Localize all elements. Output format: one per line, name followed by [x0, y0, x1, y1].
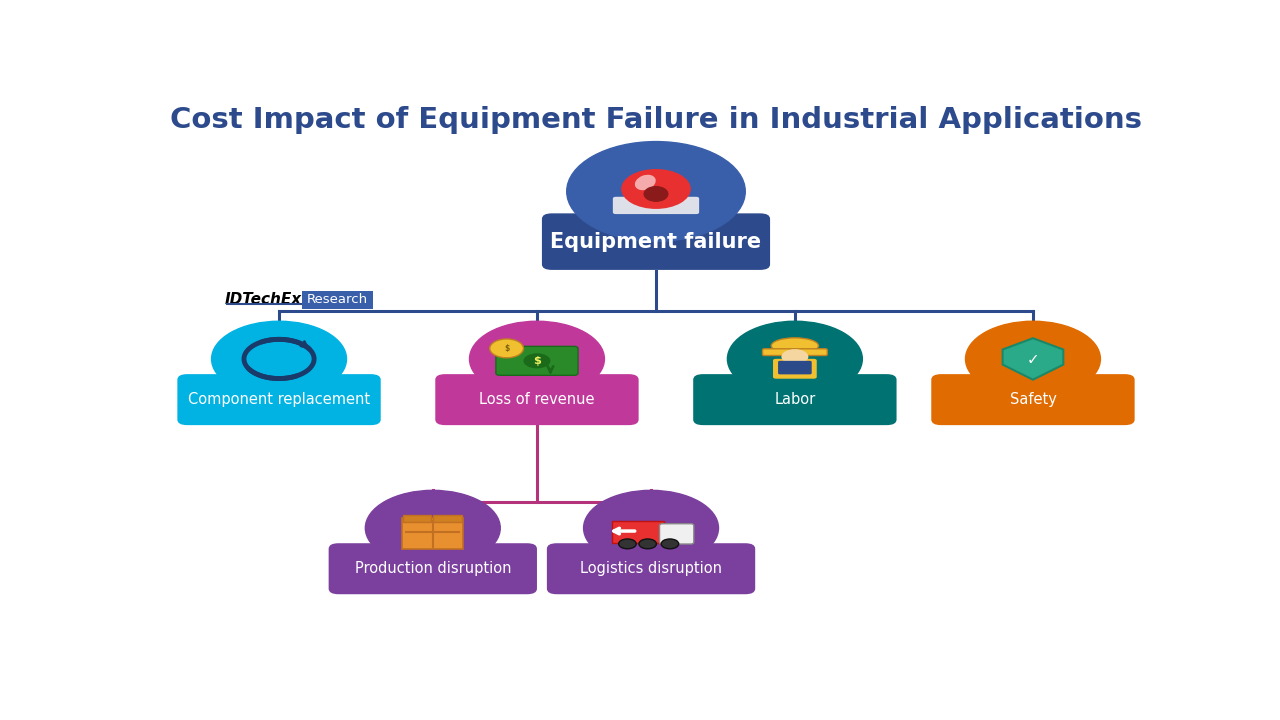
Ellipse shape [621, 169, 691, 209]
Text: Component replacement: Component replacement [188, 392, 370, 407]
FancyBboxPatch shape [778, 361, 812, 374]
FancyBboxPatch shape [932, 374, 1134, 425]
FancyBboxPatch shape [435, 374, 639, 425]
Text: Labor: Labor [774, 392, 815, 407]
FancyBboxPatch shape [612, 521, 664, 544]
FancyBboxPatch shape [547, 543, 755, 594]
FancyBboxPatch shape [763, 348, 827, 356]
Circle shape [662, 539, 678, 549]
Circle shape [781, 349, 809, 364]
Circle shape [639, 539, 657, 549]
Text: Cost Impact of Equipment Failure in Industrial Applications: Cost Impact of Equipment Failure in Indu… [170, 106, 1142, 134]
Text: $: $ [532, 356, 541, 366]
Circle shape [490, 339, 524, 358]
Text: Production disruption: Production disruption [355, 561, 511, 576]
Circle shape [365, 490, 500, 566]
FancyBboxPatch shape [302, 291, 374, 309]
Polygon shape [1002, 338, 1064, 379]
Text: Safety: Safety [1010, 392, 1056, 407]
FancyBboxPatch shape [659, 523, 694, 544]
Ellipse shape [772, 338, 818, 354]
Text: Logistics disruption: Logistics disruption [580, 561, 722, 576]
Text: Research: Research [307, 293, 369, 306]
FancyBboxPatch shape [495, 346, 579, 375]
FancyBboxPatch shape [329, 543, 538, 594]
Text: $: $ [504, 344, 509, 353]
FancyBboxPatch shape [403, 515, 431, 522]
FancyBboxPatch shape [613, 197, 699, 214]
Circle shape [618, 539, 636, 549]
Circle shape [965, 321, 1101, 397]
Circle shape [584, 490, 718, 566]
Circle shape [470, 321, 604, 397]
Text: Equipment failure: Equipment failure [550, 232, 762, 251]
Text: IDTechEx: IDTechEx [225, 292, 302, 307]
FancyBboxPatch shape [694, 374, 896, 425]
Text: ✓: ✓ [1027, 352, 1039, 367]
Circle shape [211, 321, 347, 397]
Text: Loss of revenue: Loss of revenue [479, 392, 595, 407]
FancyBboxPatch shape [178, 374, 380, 425]
Ellipse shape [644, 186, 668, 202]
Circle shape [727, 321, 863, 397]
FancyBboxPatch shape [773, 359, 817, 379]
FancyBboxPatch shape [541, 213, 771, 270]
Circle shape [567, 142, 745, 241]
Ellipse shape [635, 175, 655, 190]
FancyBboxPatch shape [433, 515, 462, 522]
FancyBboxPatch shape [402, 518, 463, 549]
Circle shape [524, 354, 550, 369]
